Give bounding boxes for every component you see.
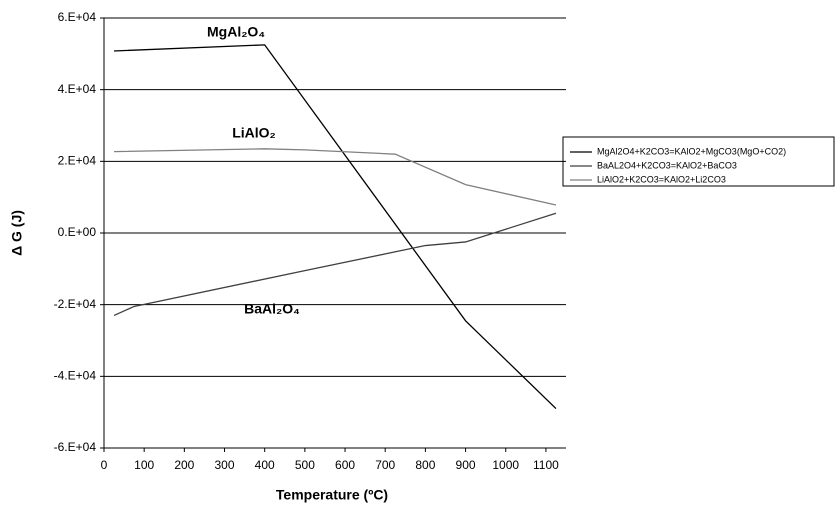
- y-tick-label: -2.E+04: [54, 297, 97, 311]
- x-tick-label: 1000: [492, 458, 519, 472]
- x-tick-label: 0: [101, 458, 108, 472]
- y-tick-label: -6.E+04: [54, 440, 97, 454]
- series-line: [113, 212, 557, 317]
- legend-box: [562, 136, 835, 187]
- y-tick-label: 6.E+04: [58, 10, 97, 24]
- y-axis-title: Δ G (J): [9, 210, 25, 256]
- x-axis-title: Temperature (ºC): [276, 487, 388, 503]
- y-tick-label: 4.E+04: [58, 82, 97, 96]
- x-tick-label: 100: [134, 458, 154, 472]
- legend-label: LiAlO2+K2CO3=KAlO2+Li2CO3: [597, 174, 726, 184]
- annotation: LiAlO₂: [232, 125, 276, 141]
- x-tick-label: 200: [174, 458, 194, 472]
- x-tick-label: 700: [375, 458, 395, 472]
- legend-label: MgAl2O4+K2CO3=KAlO2+MgCO3(MgO+CO2): [597, 146, 786, 156]
- x-tick-label: 800: [415, 458, 435, 472]
- x-tick-label: 600: [335, 458, 355, 472]
- series-line: [114, 148, 557, 206]
- legend-label: BaAL2O4+K2CO3=KAlO2+BaCO3: [597, 160, 737, 170]
- x-tick-label: 400: [255, 458, 275, 472]
- annotation: BaAl₂O₄: [244, 301, 300, 317]
- x-tick-label: 500: [295, 458, 315, 472]
- y-tick-label: 2.E+04: [58, 154, 97, 168]
- y-tick-label: -4.E+04: [54, 369, 97, 383]
- x-tick-label: 1100: [533, 458, 559, 472]
- x-tick-label: 300: [215, 458, 235, 472]
- y-tick-label: 0.E+00: [58, 225, 97, 239]
- x-tick-label: 900: [456, 458, 476, 472]
- annotation: MgAl₂O₄: [207, 24, 265, 40]
- series-line: [114, 44, 557, 410]
